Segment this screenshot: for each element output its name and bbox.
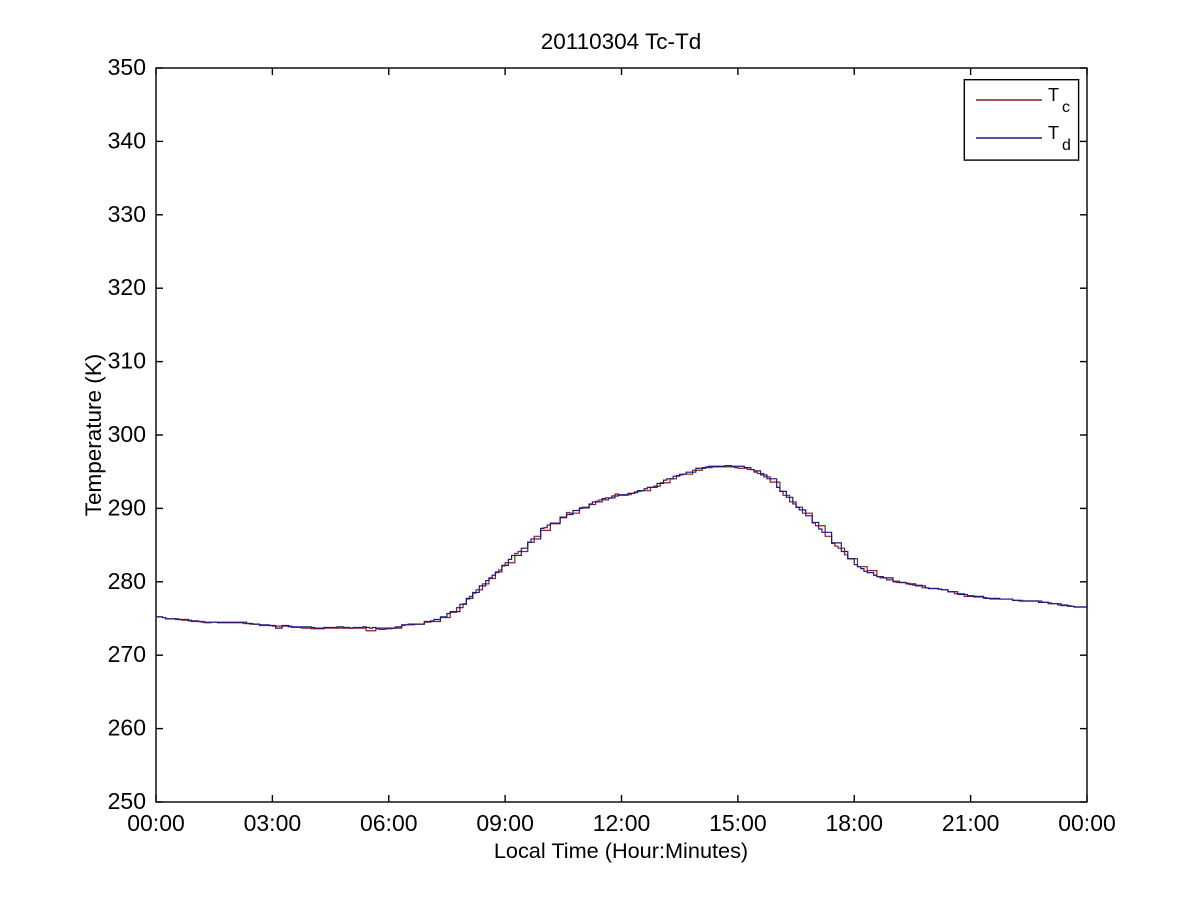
svg-text:12:00: 12:00 [593,810,651,836]
svg-text:Temperature (K): Temperature (K) [81,354,106,517]
svg-text:03:00: 03:00 [244,810,302,836]
svg-text:09:00: 09:00 [476,810,534,836]
svg-text:T: T [1048,123,1059,143]
svg-text:310: 310 [108,348,146,374]
svg-text:T: T [1048,85,1059,105]
svg-text:290: 290 [108,494,146,520]
svg-text:280: 280 [108,568,146,594]
svg-text:15:00: 15:00 [709,810,767,836]
svg-text:Local Time (Hour:Minutes): Local Time (Hour:Minutes) [494,838,748,863]
svg-text:18:00: 18:00 [825,810,883,836]
svg-text:00:00: 00:00 [127,810,185,836]
svg-text:350: 350 [108,54,146,80]
svg-text:20110304 Tc-Td: 20110304 Tc-Td [541,29,702,54]
svg-text:320: 320 [108,274,146,300]
svg-text:340: 340 [108,127,146,153]
svg-text:330: 330 [108,201,146,227]
svg-text:06:00: 06:00 [360,810,418,836]
svg-text:270: 270 [108,641,146,667]
svg-text:21:00: 21:00 [942,810,1000,836]
svg-text:d: d [1062,137,1071,154]
svg-text:00:00: 00:00 [1058,810,1116,836]
svg-text:300: 300 [108,421,146,447]
svg-text:c: c [1062,99,1070,116]
svg-text:260: 260 [108,715,146,741]
